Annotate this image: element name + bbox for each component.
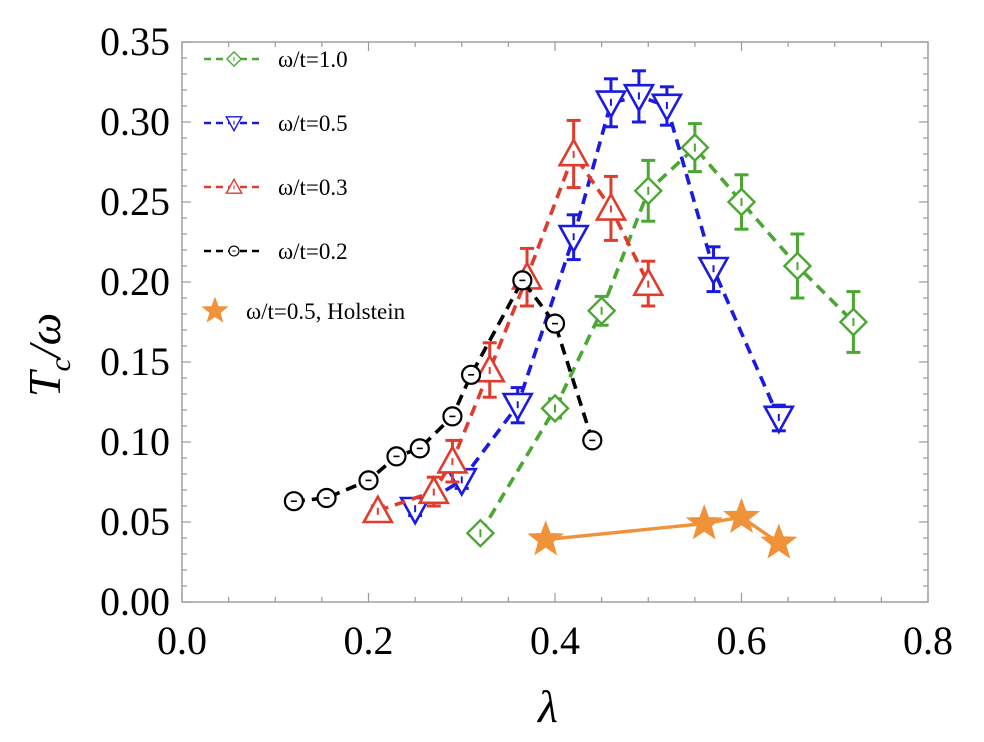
y-tick-label: 0.35 [100,19,170,64]
x-tick-label: 0.8 [903,618,953,663]
series-1 [398,69,796,526]
circle-marker [460,364,482,385]
series-line [545,515,780,545]
circle-marker [409,438,430,459]
circle-marker [582,430,603,451]
x-axis: 0.0 0.2 0.4 0.6 0.8 [157,42,953,663]
triangle-up-marker [594,191,628,221]
x-tick-label: 0.2 [344,618,394,663]
diamond-marker [726,187,757,217]
x-tick-label: 0.6 [717,618,767,663]
triangle-down-marker [501,392,534,422]
x-tick-label: 0.0 [157,618,207,663]
series-2 [361,118,665,524]
circle-marker [386,446,407,467]
circle-marker [442,406,463,427]
diamond-marker [782,251,813,281]
series-line [414,94,781,511]
star-marker [527,520,565,556]
triangle-up-marker [436,444,469,474]
y-tick-label: 0.00 [100,579,170,624]
triangle-down-marker [762,405,796,435]
diamond-marker [838,307,869,337]
legend-item: ω/t=0.5, Holstein [201,296,406,324]
triangle-up-marker [557,137,590,167]
diamond-marker [225,50,243,68]
x-tick-label: 0.4 [530,618,580,663]
legend-label: ω/t=0.2 [278,239,348,264]
circle-marker [512,270,533,291]
series-3 [283,270,603,512]
triangle-down-marker [225,116,243,133]
x-axis-title: λ [536,681,558,732]
series-layer [283,69,869,559]
triangle-down-marker [697,256,730,286]
triangle-up-marker [473,353,506,383]
triangle-up-marker [417,474,450,505]
series-line [293,277,595,503]
triangle-up-marker [361,494,395,524]
legend-item: ω/t=0.3 [204,175,348,200]
series-4 [527,497,798,559]
triangle-down-marker [650,93,684,123]
legend-item: ω/t=0.2 [204,239,348,264]
legend-label: ω/t=0.5 [278,111,348,136]
series-0 [465,122,869,548]
series-line [377,150,650,513]
diamond-marker [586,296,617,326]
y-axis: 0.00 0.05 0.10 0.15 0.20 0.25 0.30 0.35 [100,19,928,624]
triangle-down-marker [594,90,628,120]
circle-marker [283,491,304,512]
y-tick-label: 0.05 [100,499,170,544]
y-axis-title: Tc/ω [19,313,77,397]
diamond-marker [540,393,570,424]
legend-label: ω/t=0.5, Holstein [246,299,406,324]
series-line [478,145,855,535]
legend-label: ω/t=1.0 [278,47,348,72]
y-tick-label: 0.30 [100,99,170,144]
star-marker [685,504,723,540]
triangle-up-marker [225,177,243,194]
diamond-marker [680,132,710,163]
y-tick-label: 0.10 [100,419,170,464]
circle-marker [358,470,379,491]
y-tick-label: 0.15 [100,339,170,384]
triangle-down-marker [557,224,590,254]
circle-marker [316,487,337,509]
legend-label: ω/t=0.3 [278,175,348,200]
star-marker [723,497,760,533]
legend-item: ω/t=1.0 [204,47,348,72]
diamond-marker [465,518,496,548]
star-marker [760,523,798,559]
y-tick-label: 0.25 [100,179,170,224]
circle-marker [228,245,240,257]
legend: ω/t=1.0 ω/t=0.5 ω/t=0.3 ω/t=0.2 ω/t=0.5, Hol… [201,47,406,324]
diamond-marker [633,176,663,206]
circle-marker [544,313,566,334]
y-tick-label: 0.20 [100,259,170,304]
triangle-down-marker [622,83,656,114]
legend-item: ω/t=0.5 [204,111,348,136]
triangle-up-marker [632,266,665,297]
star-marker [201,296,229,323]
